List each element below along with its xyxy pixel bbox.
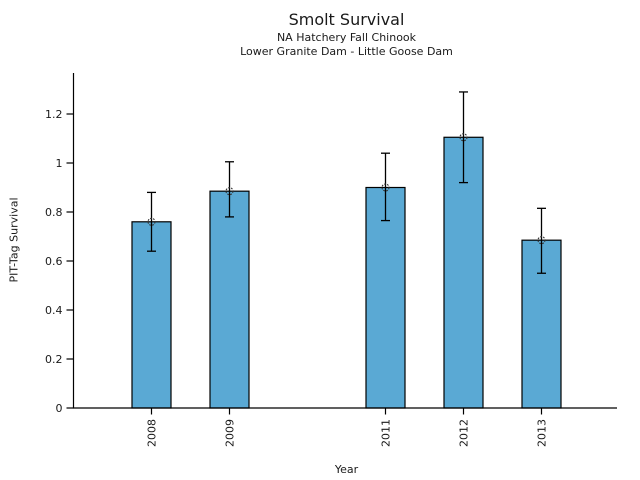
x-axis-label: Year [334, 463, 359, 476]
point-marker-2008 [147, 217, 156, 226]
x-tick-label-2008: 2008 [146, 419, 159, 447]
bar-2008 [131, 221, 172, 409]
point-marker-2012 [459, 133, 468, 142]
bar-2009 [209, 190, 250, 409]
x-tick-label-2009: 2009 [224, 419, 237, 447]
point-marker-2011 [381, 183, 390, 192]
chart-title: Smolt Survival [288, 10, 405, 29]
y-tick-label-0.8: 0.8 [45, 206, 63, 219]
chart-subtitle-line1: NA Hatchery Fall Chinook [276, 31, 417, 44]
y-tick-label-0.4: 0.4 [45, 304, 63, 317]
chart-subtitle-line2: Lower Granite Dam - Little Goose Dam [240, 45, 453, 58]
point-marker-2013 [537, 236, 546, 245]
y-tick-label-0.2: 0.2 [45, 353, 63, 366]
x-tick-label-2013: 2013 [536, 419, 549, 447]
x-tick-label-2011: 2011 [380, 419, 393, 447]
y-tick-label-1.2: 1.2 [45, 108, 63, 121]
point-marker-2009 [225, 187, 234, 196]
bar-2011 [365, 186, 406, 409]
x-tick-label-2012: 2012 [458, 419, 471, 447]
y-tick-label-0: 0 [56, 402, 63, 415]
y-tick-label-0.6: 0.6 [45, 255, 63, 268]
y-tick-label-1: 1 [56, 157, 63, 170]
